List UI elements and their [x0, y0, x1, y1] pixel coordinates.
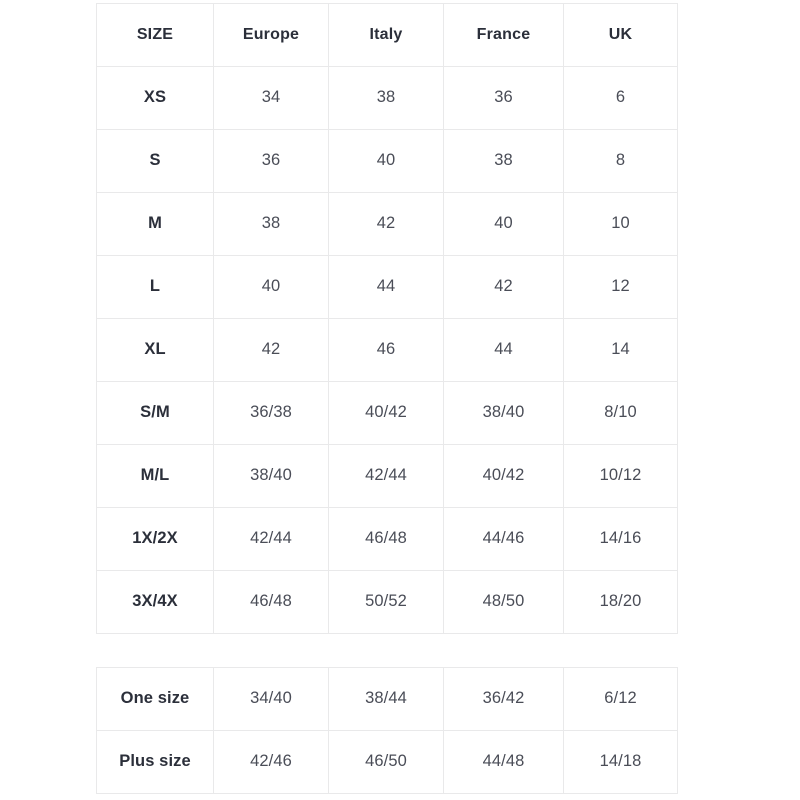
table-row: S 36 40 38 8	[96, 129, 678, 193]
table-header: SIZE Europe Italy France UK	[96, 3, 678, 67]
uk-value: 18/20	[563, 570, 678, 634]
europe-value: 34	[213, 66, 329, 130]
europe-value: 46/48	[213, 570, 329, 634]
france-value: 40/42	[443, 444, 564, 508]
europe-value: 40	[213, 255, 329, 319]
size-label: S/M	[96, 381, 214, 445]
table-row: XL 42 46 44 14	[96, 318, 678, 382]
italy-value: 38/44	[328, 667, 444, 731]
italy-value: 42/44	[328, 444, 444, 508]
france-value: 44/48	[443, 730, 564, 794]
france-value: 44	[443, 318, 564, 382]
table-row: M/L 38/40 42/44 40/42 10/12	[96, 444, 678, 508]
france-value: 36/42	[443, 667, 564, 731]
italy-value: 46	[328, 318, 444, 382]
uk-value: 14/18	[563, 730, 678, 794]
uk-value: 12	[563, 255, 678, 319]
europe-value: 38/40	[213, 444, 329, 508]
france-value: 42	[443, 255, 564, 319]
table-row: L 40 44 42 12	[96, 255, 678, 319]
italy-value: 46/50	[328, 730, 444, 794]
table-body: XS 34 38 36 6 S 36 40 38 8 M 38 42 40 10	[96, 66, 678, 634]
uk-value: 14	[563, 318, 678, 382]
europe-value: 36	[213, 129, 329, 193]
table-row: XS 34 38 36 6	[96, 66, 678, 130]
column-header-europe: Europe	[213, 3, 329, 67]
uk-value: 10	[563, 192, 678, 256]
europe-value: 34/40	[213, 667, 329, 731]
europe-value: 42/46	[213, 730, 329, 794]
uk-value: 6	[563, 66, 678, 130]
uk-value: 6/12	[563, 667, 678, 731]
europe-value: 36/38	[213, 381, 329, 445]
column-header-uk: UK	[563, 3, 678, 67]
uk-value: 8/10	[563, 381, 678, 445]
italy-value: 40/42	[328, 381, 444, 445]
france-value: 38	[443, 129, 564, 193]
size-label: M	[96, 192, 214, 256]
europe-value: 42	[213, 318, 329, 382]
uk-value: 10/12	[563, 444, 678, 508]
italy-value: 50/52	[328, 570, 444, 634]
size-label: One size	[96, 667, 214, 731]
one-size-plus-size-table: One size 34/40 38/44 36/42 6/12 Plus siz…	[96, 667, 678, 794]
size-label: 1X/2X	[96, 507, 214, 571]
table-row: 1X/2X 42/44 46/48 44/46 14/16	[96, 507, 678, 571]
column-header-italy: Italy	[328, 3, 444, 67]
france-value: 44/46	[443, 507, 564, 571]
italy-value: 38	[328, 66, 444, 130]
table-row: One size 34/40 38/44 36/42 6/12	[96, 667, 678, 731]
france-value: 40	[443, 192, 564, 256]
italy-value: 42	[328, 192, 444, 256]
europe-value: 42/44	[213, 507, 329, 571]
france-value: 48/50	[443, 570, 564, 634]
column-header-france: France	[443, 3, 564, 67]
table-row: M 38 42 40 10	[96, 192, 678, 256]
size-label: Plus size	[96, 730, 214, 794]
table-row: Plus size 42/46 46/50 44/48 14/18	[96, 730, 678, 794]
table-row: 3X/4X 46/48 50/52 48/50 18/20	[96, 570, 678, 634]
uk-value: 8	[563, 129, 678, 193]
italy-value: 40	[328, 129, 444, 193]
size-label: XL	[96, 318, 214, 382]
size-conversion-table: SIZE Europe Italy France UK XS 34 38 36 …	[96, 3, 678, 634]
table-body: One size 34/40 38/44 36/42 6/12 Plus siz…	[96, 667, 678, 794]
size-label: M/L	[96, 444, 214, 508]
column-header-size: SIZE	[96, 3, 214, 67]
italy-value: 46/48	[328, 507, 444, 571]
france-value: 38/40	[443, 381, 564, 445]
table-row: S/M 36/38 40/42 38/40 8/10	[96, 381, 678, 445]
size-label: L	[96, 255, 214, 319]
size-label: 3X/4X	[96, 570, 214, 634]
france-value: 36	[443, 66, 564, 130]
size-label: XS	[96, 66, 214, 130]
table-header-row: SIZE Europe Italy France UK	[96, 3, 678, 67]
italy-value: 44	[328, 255, 444, 319]
uk-value: 14/16	[563, 507, 678, 571]
size-label: S	[96, 129, 214, 193]
europe-value: 38	[213, 192, 329, 256]
